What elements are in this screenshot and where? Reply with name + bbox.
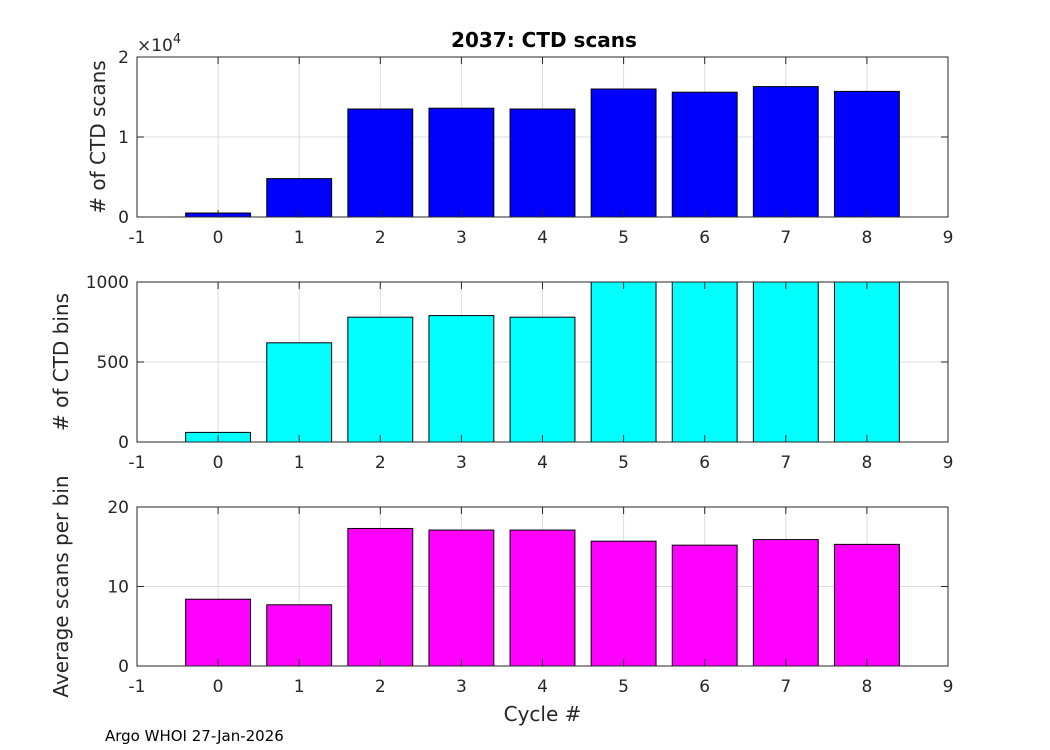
bar-cycle-5 xyxy=(590,540,657,667)
bar-cycle-6 xyxy=(671,281,738,443)
y-tick-label: 0 xyxy=(118,208,129,228)
y-tick-label: 1000 xyxy=(86,273,129,293)
bar-cycle-8 xyxy=(833,543,900,667)
x-tick-label: 9 xyxy=(943,677,954,697)
y-axis-label: Average scans per bin xyxy=(49,475,73,697)
x-tick-label: 1 xyxy=(294,453,305,473)
x-tick-label: 4 xyxy=(537,228,548,248)
y-tick-label: 2 xyxy=(118,48,129,68)
x-tick-label: 7 xyxy=(780,453,791,473)
x-tick-label: -1 xyxy=(129,453,146,473)
x-axis-label: Cycle # xyxy=(504,702,582,726)
bar-cycle-2 xyxy=(347,316,414,443)
bar-cycle-6 xyxy=(671,91,738,218)
bar-cycle-5 xyxy=(590,281,657,443)
x-tick-label: 8 xyxy=(861,453,872,473)
bar-cycle-3 xyxy=(428,107,495,218)
x-tick-label: 5 xyxy=(618,228,629,248)
bar-cycle-7 xyxy=(752,539,819,667)
x-tick-label: 2 xyxy=(375,453,386,473)
x-tick-label: 9 xyxy=(943,228,954,248)
x-tick-label: -1 xyxy=(129,228,146,248)
bar-cycle-1 xyxy=(266,604,333,667)
bar-cycle-5 xyxy=(590,88,657,218)
x-tick-label: 0 xyxy=(213,677,224,697)
bar-cycle-4 xyxy=(509,529,576,667)
y-tick-label: 0 xyxy=(118,433,129,453)
y-tick-label: 10 xyxy=(107,578,129,598)
x-tick-label: 5 xyxy=(618,677,629,697)
bar-cycle-2 xyxy=(347,108,414,218)
y-tick-label: 1 xyxy=(118,128,129,148)
bar-cycle-7 xyxy=(752,86,819,218)
y-tick-label: 0 xyxy=(118,657,129,677)
bar-cycle-4 xyxy=(509,316,576,443)
x-tick-label: 7 xyxy=(780,228,791,248)
y-axis-label: # of CTD bins xyxy=(49,293,73,431)
bar-cycle-3 xyxy=(428,529,495,667)
bar-cycle-4 xyxy=(509,108,576,218)
x-tick-label: -1 xyxy=(129,677,146,697)
x-tick-label: 2 xyxy=(375,677,386,697)
x-tick-label: 9 xyxy=(943,453,954,473)
x-tick-label: 3 xyxy=(456,677,467,697)
bar-cycle-1 xyxy=(266,342,333,443)
x-tick-label: 4 xyxy=(537,677,548,697)
bar-cycle-3 xyxy=(428,315,495,443)
x-tick-label: 2 xyxy=(375,228,386,248)
bar-cycle-0 xyxy=(185,598,252,667)
bar-cycle-2 xyxy=(347,527,414,667)
bar-cycle-6 xyxy=(671,544,738,667)
x-tick-label: 1 xyxy=(294,677,305,697)
y-tick-label: 20 xyxy=(107,498,129,518)
x-tick-label: 1 xyxy=(294,228,305,248)
bar-cycle-7 xyxy=(752,281,819,443)
x-tick-label: 6 xyxy=(699,677,710,697)
footer-credit: Argo WHOI 27-Jan-2026 xyxy=(105,727,284,745)
x-tick-label: 6 xyxy=(699,228,710,248)
bar-cycle-8 xyxy=(833,90,900,218)
chart-title: 2037: CTD scans xyxy=(451,28,637,52)
y-exponent-label: ×104 xyxy=(137,32,181,56)
x-tick-label: 3 xyxy=(456,228,467,248)
x-tick-label: 4 xyxy=(537,453,548,473)
x-tick-label: 3 xyxy=(456,453,467,473)
y-tick-label: 500 xyxy=(97,353,129,373)
x-tick-label: 6 xyxy=(699,453,710,473)
x-tick-label: 8 xyxy=(861,677,872,697)
x-tick-label: 0 xyxy=(213,453,224,473)
y-exponent-sup: 4 xyxy=(173,32,181,47)
y-axis-label: # of CTD scans xyxy=(86,60,110,213)
x-tick-label: 0 xyxy=(213,228,224,248)
x-tick-label: 8 xyxy=(861,228,872,248)
bar-cycle-8 xyxy=(833,281,900,443)
x-tick-label: 7 xyxy=(780,677,791,697)
x-tick-label: 5 xyxy=(618,453,629,473)
